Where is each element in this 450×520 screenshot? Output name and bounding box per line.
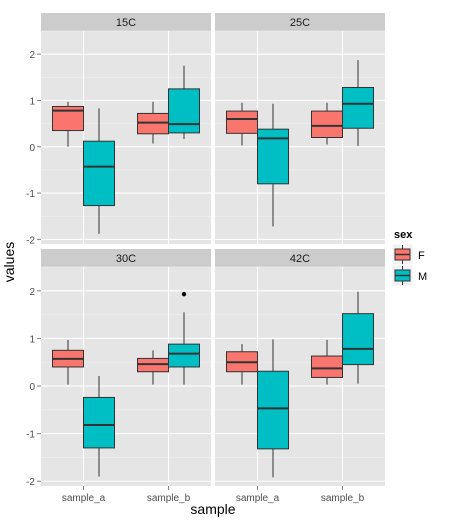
facet-strip <box>215 249 385 267</box>
facet-strip-label: 30C <box>116 253 136 265</box>
box-sample_b-F <box>311 102 343 145</box>
box-sample_b-F <box>137 350 169 385</box>
box-sample_b-F <box>311 339 343 385</box>
facet-panels: 15C 25C 30C 42C <box>41 13 385 486</box>
facet-strip-label: 25C <box>290 17 310 29</box>
box-body <box>83 396 115 449</box>
y-tick-label: 2 <box>29 50 35 61</box>
x-tick-label: sample_a <box>62 493 106 504</box>
box-sample_b-M <box>342 60 374 146</box>
box-sample_b-M <box>168 65 200 139</box>
box-sample_b-M <box>168 291 200 385</box>
panel-background <box>215 31 385 244</box>
x-axis-label: sample <box>190 501 235 517</box>
facet-strip-label: 15C <box>116 17 136 29</box>
box-body <box>257 128 289 185</box>
facet-strip <box>41 13 211 31</box>
y-axis-label: values <box>1 242 17 282</box>
outlier-point <box>181 291 187 297</box>
y-tick-label: -1 <box>26 189 35 200</box>
box-sample_a-F <box>52 339 84 385</box>
legend-label: M <box>418 271 427 283</box>
legend-key-F: F <box>391 243 425 266</box>
box-body <box>83 140 115 207</box>
y-tick-label: 0 <box>29 143 35 154</box>
x-tick-label: sample_a <box>236 493 280 504</box>
y-axis: -2 -1 0 1 2 -2 -1 0 1 2 <box>26 50 41 488</box>
facet-panel-15C: 15C <box>41 13 211 244</box>
box-body <box>168 343 200 368</box>
legend-label: F <box>418 250 425 262</box>
box-sample_a-M <box>257 339 289 478</box>
box-sample_a-F <box>226 344 258 385</box>
box-sample_a-M <box>83 108 115 234</box>
box-body <box>342 313 374 366</box>
box-body <box>257 370 289 450</box>
y-tick-label: -1 <box>26 430 35 441</box>
y-tick-label: 1 <box>29 96 35 107</box>
legend: sex FM <box>391 229 427 287</box>
legend-key-M: M <box>391 264 427 287</box>
box-body <box>311 355 343 378</box>
y-tick-label: 1 <box>29 334 35 345</box>
box-body <box>342 86 374 129</box>
box-sample_a-M <box>257 103 289 227</box>
box-body <box>168 88 200 134</box>
x-axis: sample_a sample_b sample_a sample_b <box>62 486 365 504</box>
y-tick-label: -2 <box>26 235 35 246</box>
panel-background <box>41 267 211 486</box>
facet-panel-30C: 30C <box>41 249 211 486</box>
facet-panel-25C: 25C <box>215 13 385 244</box>
x-tick-label: sample_b <box>321 493 365 504</box>
y-tick-label: -2 <box>26 477 35 488</box>
facet-strip <box>41 249 211 267</box>
panel-background <box>215 267 385 486</box>
y-tick-label: 2 <box>29 287 35 298</box>
box-sample_a-M <box>83 376 115 477</box>
x-tick-label: sample_b <box>147 493 191 504</box>
legend-title: sex <box>394 229 413 241</box>
box-sample_a-F <box>226 102 258 146</box>
box-body <box>311 110 343 138</box>
y-tick-label: 0 <box>29 382 35 393</box>
panel-background <box>41 31 211 244</box>
box-body <box>226 110 258 134</box>
facet-strip <box>215 13 385 31</box>
box-sample_b-M <box>342 291 374 384</box>
box-sample_a-F <box>52 101 84 147</box>
facet-strip-label: 42C <box>290 253 310 265</box>
facet-panel-42C: 42C <box>215 249 385 486</box>
